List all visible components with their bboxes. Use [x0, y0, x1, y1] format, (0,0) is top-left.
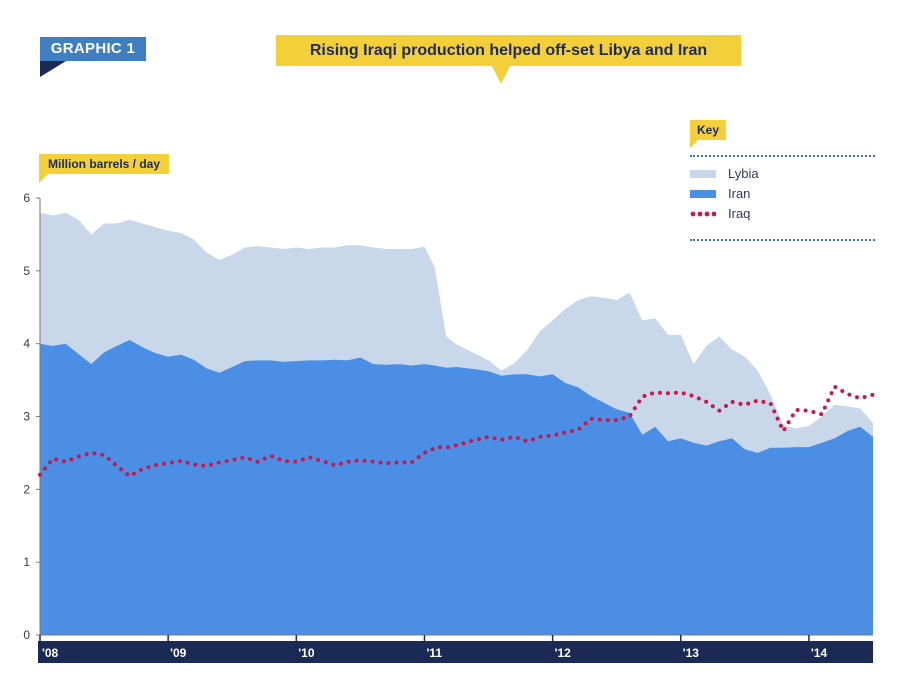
x-tick-label: '10	[298, 646, 315, 660]
y-tick-label: 1	[23, 555, 30, 569]
x-tick-label: '08	[42, 646, 59, 660]
series-area-iran	[40, 340, 873, 635]
x-tick-label: '14	[811, 646, 828, 660]
x-tick-label: '11	[426, 646, 442, 660]
legend-label-libya: Lybia	[728, 166, 759, 181]
y-tick-label: 6	[23, 191, 30, 205]
legend-label-iraq: Iraq	[728, 206, 751, 221]
chart-title: Rising Iraqi production helped off-set L…	[276, 35, 741, 66]
x-tick-label: '13	[683, 646, 700, 660]
y-tick-label: 5	[23, 264, 30, 278]
y-tick-label: 0	[23, 628, 30, 642]
legend-swatch-iraq	[690, 211, 716, 217]
x-tick-label: '12	[555, 646, 572, 660]
legend-label-iran: Iran	[728, 186, 751, 201]
y-tick-label: 2	[23, 482, 30, 496]
legend-swatch-iran	[690, 190, 716, 198]
series-line-iraq	[38, 383, 875, 479]
legend-title-pointer	[690, 140, 698, 148]
x-tick-label: '09	[170, 646, 187, 660]
legend-bottom-rule	[690, 239, 875, 241]
y-axis-unit-label: Million barrels / day	[39, 154, 170, 174]
y-tick-label: 4	[23, 337, 30, 351]
graphic-badge: GRAPHIC 1	[40, 37, 146, 61]
legend-swatch-libya	[690, 170, 716, 178]
legend-top-rule	[690, 155, 875, 157]
y-tick-label: 3	[23, 410, 30, 424]
chart-title-pointer	[492, 66, 510, 84]
legend-title: Key	[690, 120, 727, 140]
y-axis-unit-pointer	[39, 174, 48, 183]
x-axis-bar	[38, 641, 873, 663]
